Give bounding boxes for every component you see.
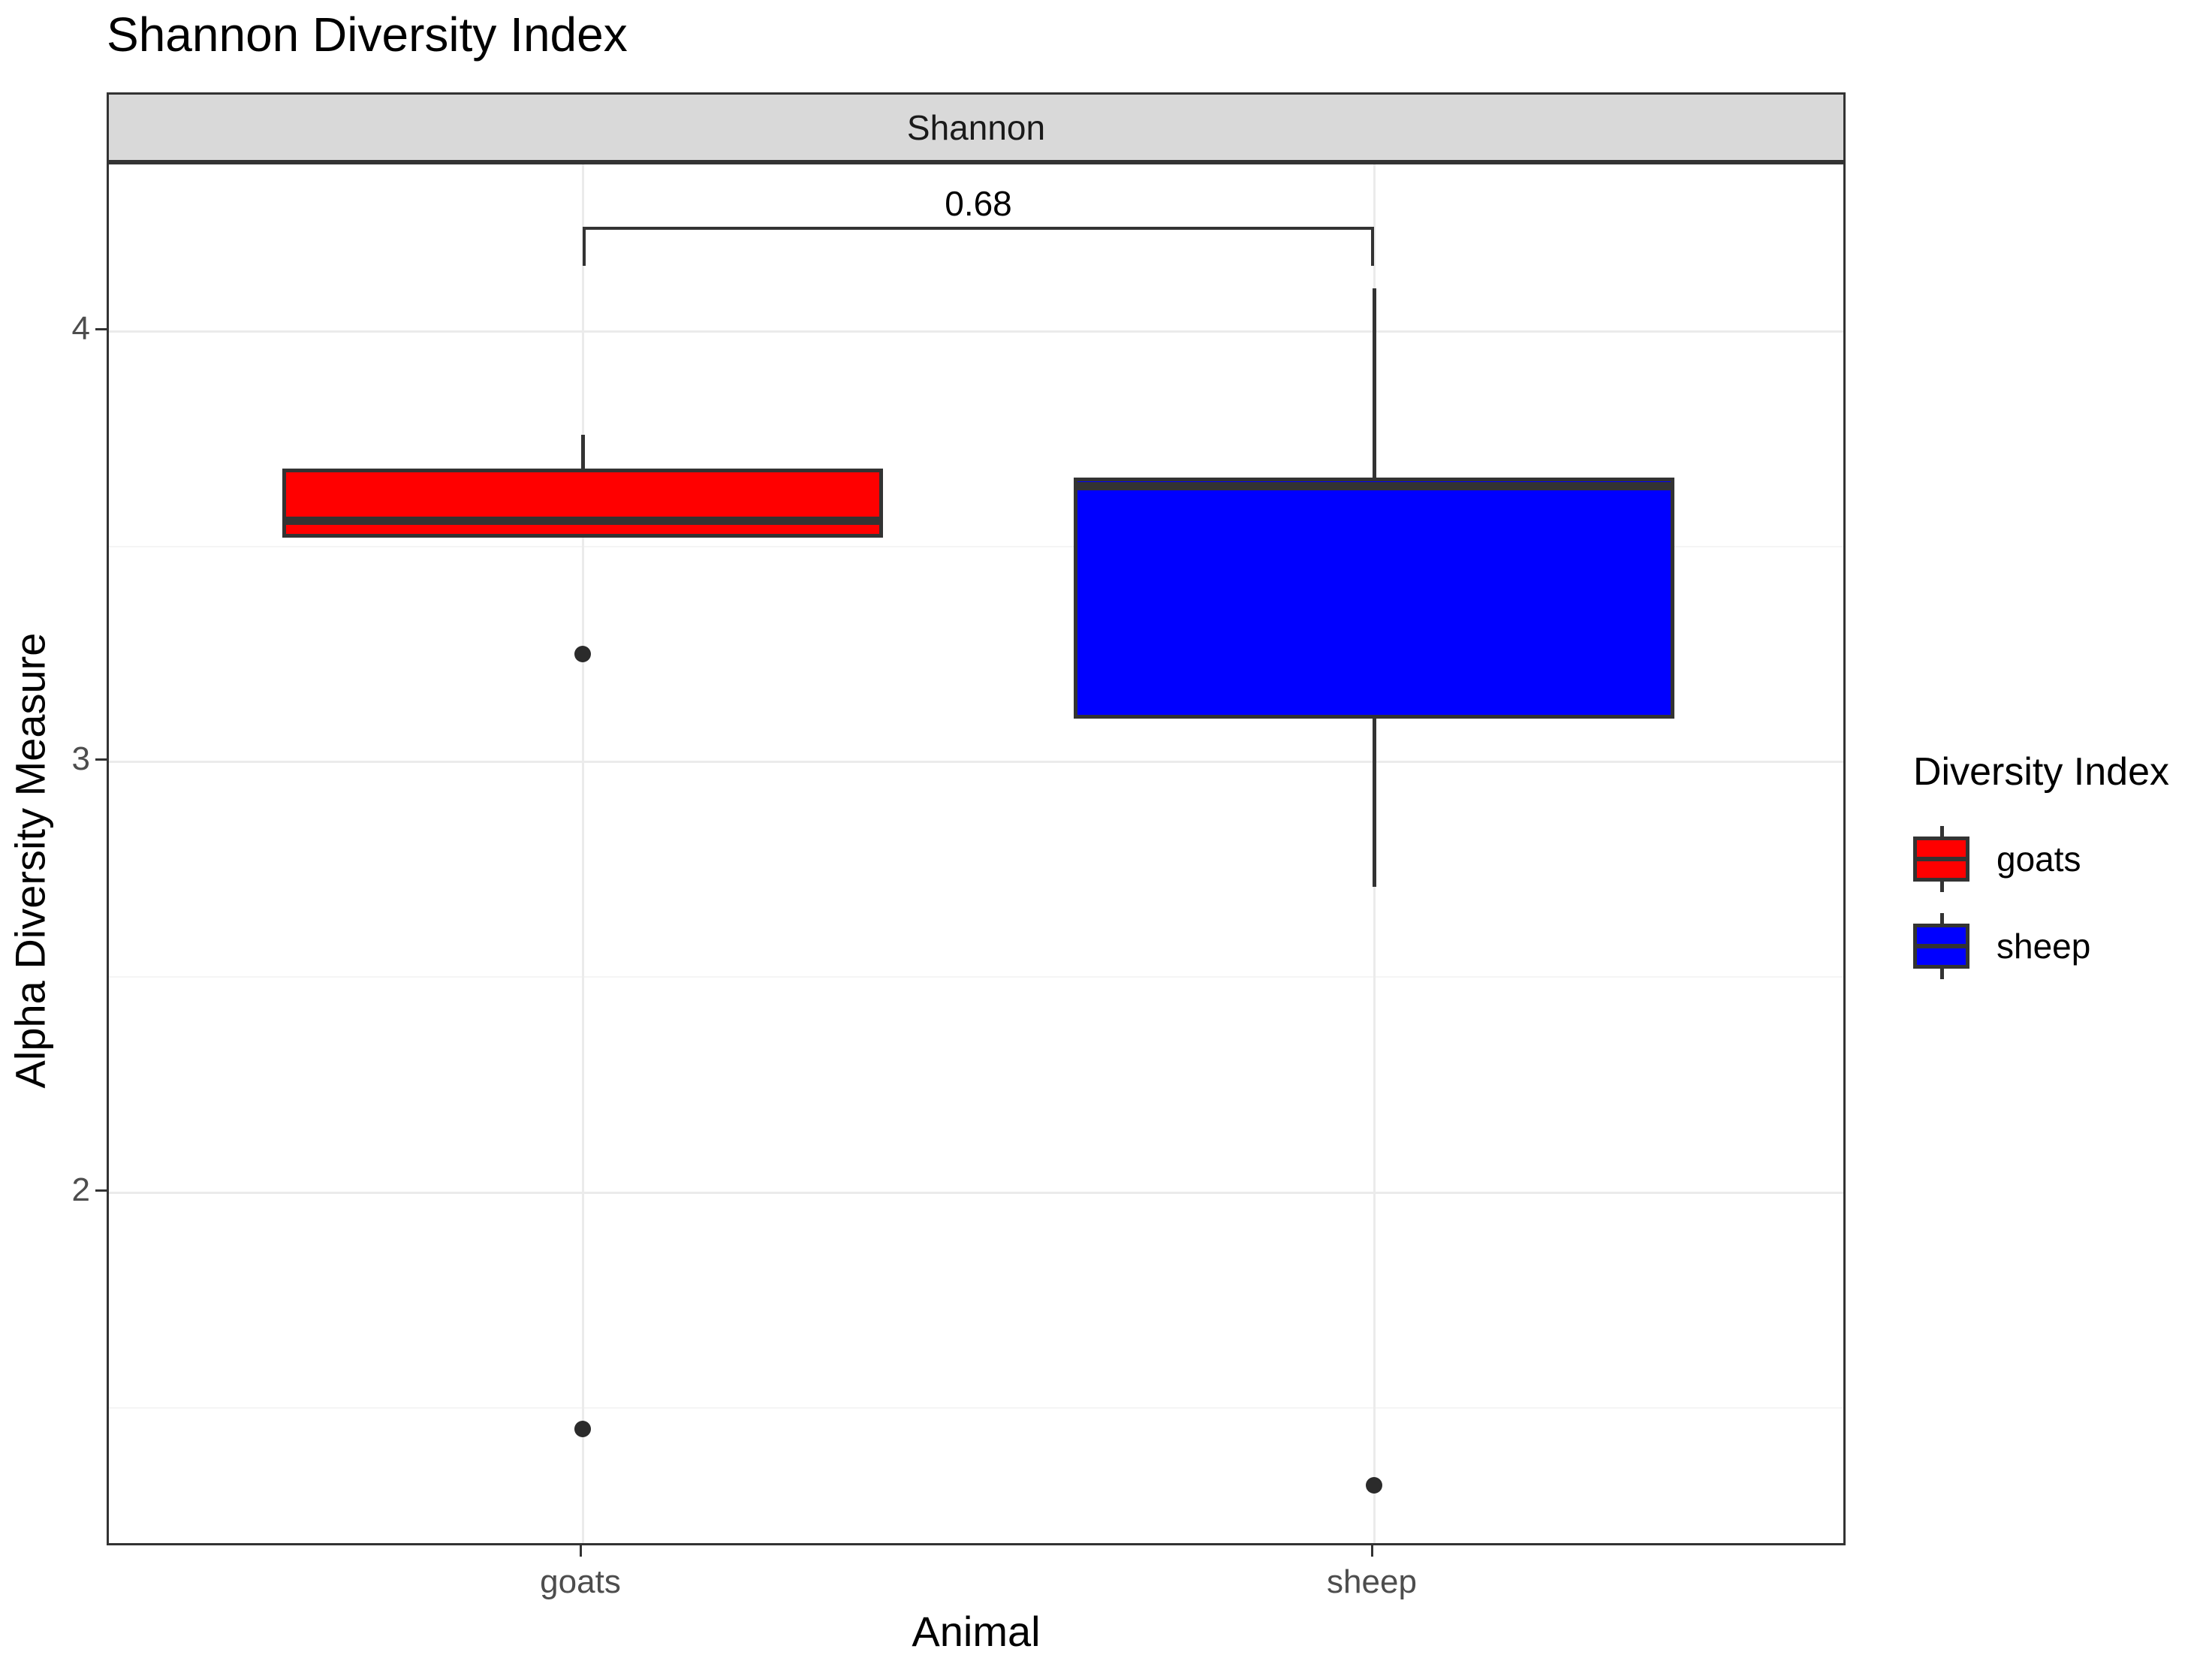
sheep-outlier-point-0 [1366, 1477, 1382, 1494]
x-tick-label-goats: goats [540, 1563, 621, 1600]
plot-title: Shannon Diversity Index [107, 8, 628, 62]
legend-key-median-icon [1913, 944, 1969, 948]
facet-strip-label: Shannon [906, 107, 1046, 147]
x-axis-title: Animal [912, 1608, 1041, 1655]
sheep-median-line [1077, 482, 1671, 490]
legend-key-goats [1913, 826, 1969, 892]
legend-key-median-icon [1913, 857, 1969, 861]
sheep-box [1074, 478, 1674, 719]
gridline-major-y4 [109, 330, 1843, 333]
gridline-minor-y3.5 [109, 546, 1843, 547]
legend-item-label: goats [1997, 840, 2081, 879]
y-tick-mark-3 [95, 758, 107, 761]
gridline-vertical-goats [582, 164, 584, 1543]
legend: Diversity Index goats sheep [1913, 749, 2212, 1000]
goats-upper-whisker [581, 435, 585, 469]
sheep-lower-whisker [1373, 719, 1376, 887]
gridline-major-y3 [109, 761, 1843, 763]
y-tick-label-2: 2 [71, 1171, 90, 1208]
y-tick-mark-4 [95, 328, 107, 330]
legend-key-sheep [1913, 913, 1969, 979]
y-tick-label-3: 3 [71, 740, 90, 777]
x-tick-mark-sheep [1371, 1545, 1373, 1557]
gridline-major-y2 [109, 1192, 1843, 1194]
legend-items: goats sheep [1913, 826, 2212, 979]
significance-value-label: 0.68 [945, 184, 1012, 223]
legend-item-label: sheep [1997, 927, 2091, 966]
y-tick-mark-2 [95, 1189, 107, 1192]
goats-median-line [286, 517, 879, 525]
sheep-upper-whisker [1373, 288, 1376, 478]
x-tick-mark-goats [580, 1545, 582, 1557]
goats-outlier-point-1 [574, 1421, 591, 1437]
goats-outlier-point-0 [574, 646, 591, 662]
legend-item-goats: goats [1913, 826, 2212, 892]
significance-bracket-right-tick [1371, 227, 1374, 266]
facet-strip: Shannon [107, 92, 1846, 162]
legend-item-sheep: sheep [1913, 913, 2212, 979]
legend-title: Diversity Index [1913, 750, 2169, 794]
y-tick-label-4: 4 [71, 310, 90, 347]
significance-bracket-left-tick [583, 227, 586, 266]
plot-panel: 0.68 [107, 162, 1846, 1545]
gridline-minor-y1.5 [109, 1407, 1843, 1409]
gridline-minor-y2.5 [109, 976, 1843, 978]
x-tick-label-sheep: sheep [1327, 1563, 1417, 1600]
goats-box [282, 469, 883, 538]
y-axis-title: Alpha Diversity Measure [6, 632, 54, 1089]
significance-bracket-horizontal [583, 227, 1374, 230]
